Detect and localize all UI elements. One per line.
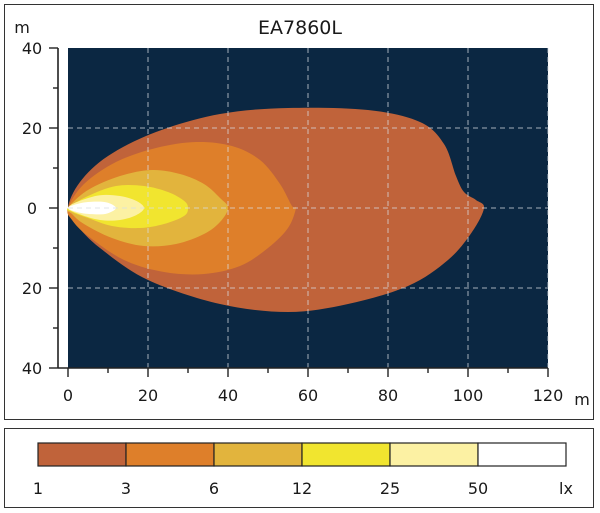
x-tick-label: 80 <box>378 386 398 405</box>
y-tick-label: 20 <box>22 279 42 298</box>
x-axis-unit-label: m <box>574 390 590 409</box>
legend-swatch-25 <box>389 442 479 467</box>
x-tick-label: 40 <box>218 386 238 405</box>
y-axis-unit-label: m <box>14 18 30 37</box>
legend-label: 25 <box>380 479 400 498</box>
legend-label: 12 <box>292 479 312 498</box>
legend-label: 1 <box>33 479 43 498</box>
legend-unit-label: lx <box>559 479 573 498</box>
axes: 0 20 40 60 80 100 120 40 20 0 20 40 <box>22 39 563 405</box>
legend-swatch-3 <box>125 442 215 467</box>
y-tick-label: 40 <box>22 359 42 378</box>
isolux-region-50 <box>68 201 116 215</box>
legend-label: 3 <box>121 479 131 498</box>
y-tick-label: 0 <box>27 199 37 218</box>
legend-swatch-50 <box>477 442 567 467</box>
x-tick-label: 60 <box>298 386 318 405</box>
legend-label: 6 <box>209 479 219 498</box>
legend-frame <box>4 428 594 508</box>
x-tick-label: 100 <box>453 386 484 405</box>
x-tick-label: 120 <box>533 386 564 405</box>
y-tick-label: 20 <box>22 119 42 138</box>
grid-lines <box>68 48 549 368</box>
legend-label: 50 <box>468 479 488 498</box>
legend-swatch-12 <box>301 442 391 467</box>
legend-swatch-6 <box>213 442 303 467</box>
x-tick-label: 0 <box>63 386 73 405</box>
legend: 1 3 6 12 25 50 lx <box>33 442 573 498</box>
x-tick-label: 20 <box>138 386 158 405</box>
plot-frame <box>4 4 594 420</box>
chart-title: EA7860L <box>258 17 342 39</box>
y-tick-label: 40 <box>22 39 42 58</box>
legend-swatch-1 <box>37 442 127 467</box>
